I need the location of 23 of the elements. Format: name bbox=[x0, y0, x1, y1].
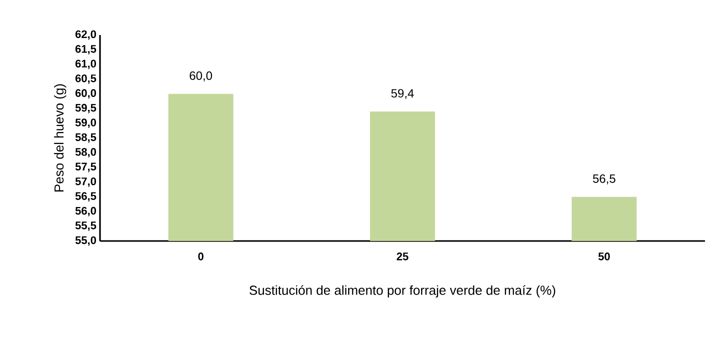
y-tick-label: 58,0 bbox=[75, 148, 96, 158]
data-label: 59,4 bbox=[391, 89, 414, 99]
y-tick-label: 56,0 bbox=[75, 206, 96, 216]
y-tick-label: 55,5 bbox=[75, 222, 96, 231]
x-tick-label: 0 bbox=[198, 252, 204, 260]
x-axis-title: Sustitución de alimento por forraje verde de maíz (%) bbox=[250, 285, 556, 298]
y-tick-label: 56,5 bbox=[75, 192, 96, 202]
y-tick-label: 61,0 bbox=[75, 60, 96, 70]
data-label: 60,0 bbox=[190, 71, 212, 82]
data-label: 56,5 bbox=[592, 174, 616, 184]
y-tick-label: 59,0 bbox=[75, 118, 96, 128]
y-axis-title: Peso del huevo (g) bbox=[54, 84, 66, 192]
x-tick-label: 50 bbox=[598, 252, 610, 260]
y-tick-label: 59,5 bbox=[75, 104, 96, 114]
y-tick-label: 57,5 bbox=[75, 162, 96, 172]
y-tick-label: 61,5 bbox=[75, 45, 96, 54]
y-tick-label: 57,0 bbox=[75, 177, 96, 187]
x-tick-label: 25 bbox=[396, 252, 408, 260]
y-tick-label: 60,5 bbox=[75, 74, 96, 84]
y-tick-label: 58,5 bbox=[75, 133, 96, 143]
y-tick-label: 62,0 bbox=[75, 30, 96, 40]
y-tick-label: 60,0 bbox=[75, 89, 96, 99]
y-tick-label: 55,0 bbox=[75, 236, 96, 246]
